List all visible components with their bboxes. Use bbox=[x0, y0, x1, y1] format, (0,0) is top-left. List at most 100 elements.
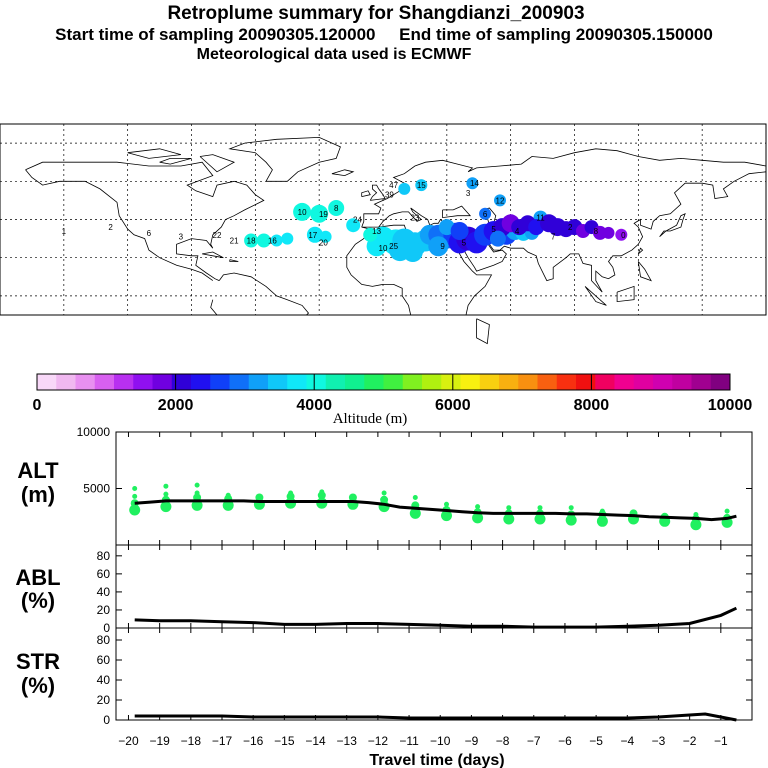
altitude-cluster-point bbox=[596, 515, 608, 527]
chart-title: Retroplume summary for Shangdianzi_20090… bbox=[167, 3, 585, 24]
altitude-cluster-point bbox=[288, 490, 294, 496]
x-tick-label: −12 bbox=[368, 734, 389, 748]
colorbar-segment bbox=[268, 374, 288, 390]
y-tick-label: 80 bbox=[97, 549, 111, 563]
colorbar-segment bbox=[441, 374, 461, 390]
x-tick-label: −9 bbox=[465, 734, 479, 748]
plume-blob bbox=[293, 202, 312, 221]
coastline bbox=[361, 171, 767, 293]
colorbar-segment bbox=[56, 374, 76, 390]
plume-cluster-label: 47 bbox=[389, 181, 398, 190]
plume-blob bbox=[306, 226, 323, 243]
colorbar-segment bbox=[210, 374, 230, 390]
colorbar-segment bbox=[537, 374, 558, 390]
plume-blob bbox=[428, 236, 449, 257]
coastline bbox=[25, 161, 265, 281]
plume-blob bbox=[415, 179, 428, 192]
y-tick-label: 60 bbox=[97, 653, 111, 667]
y-tick-label: 80 bbox=[97, 633, 111, 647]
x-tick-label: −11 bbox=[399, 734, 419, 748]
plume-cluster-label: 19 bbox=[319, 210, 328, 219]
y-tick-label: 40 bbox=[97, 673, 111, 687]
plume-cluster-label: 39 bbox=[385, 191, 394, 200]
plume-cluster-label: 18 bbox=[247, 237, 256, 246]
plume-blob bbox=[319, 230, 332, 243]
plume-cluster-label: 22 bbox=[213, 231, 222, 240]
colorbar-segment bbox=[133, 374, 153, 390]
plume-cluster-label: 21 bbox=[230, 237, 239, 246]
plume-blob bbox=[398, 182, 411, 195]
plume-blob bbox=[615, 228, 628, 241]
plume-cluster-label: 3 bbox=[466, 189, 471, 198]
altitude-cluster-point bbox=[724, 508, 730, 514]
alt-median-line bbox=[134, 499, 737, 522]
panel-frame bbox=[115, 431, 753, 546]
colorbar-segment bbox=[499, 374, 519, 390]
plume-blob bbox=[328, 200, 345, 216]
colorbar-segment bbox=[229, 374, 250, 390]
colorbar-segment bbox=[287, 374, 307, 390]
altitude-cluster-point bbox=[568, 505, 574, 511]
plume-blob bbox=[593, 225, 607, 240]
y-tick-label: 10000 bbox=[77, 425, 111, 439]
altitude-cluster-point bbox=[191, 499, 203, 511]
coastline bbox=[361, 148, 767, 228]
x-tick-label: −19 bbox=[149, 734, 170, 748]
coastline bbox=[210, 299, 218, 316]
x-tick-label: −18 bbox=[181, 734, 202, 748]
plume-cluster-label: 24 bbox=[353, 216, 362, 225]
y-tick-label: 60 bbox=[97, 567, 111, 581]
plume-blob bbox=[363, 227, 378, 242]
plume-cluster-label: 5 bbox=[491, 225, 496, 234]
colorbar-tick-label: 0 bbox=[33, 397, 42, 414]
colorbar-segment bbox=[653, 374, 673, 390]
altitude-colorbar: 0 2000 4000 6000 8000 10000 bbox=[33, 373, 753, 414]
plume-cluster-label: 7 bbox=[551, 233, 556, 242]
x-tick-label: −17 bbox=[212, 734, 233, 748]
coastline bbox=[202, 251, 224, 259]
x-tick-label: −13 bbox=[337, 734, 358, 748]
altitude-cluster-point bbox=[506, 505, 512, 511]
plume-blob bbox=[602, 226, 615, 239]
plume-blob bbox=[310, 204, 329, 223]
colorbar-segment bbox=[248, 374, 269, 390]
plume-blob bbox=[270, 234, 283, 247]
plume-cluster-label: 13 bbox=[372, 227, 381, 236]
colorbar-tick-label: 10000 bbox=[708, 397, 753, 414]
altitude-cluster-point bbox=[472, 512, 484, 524]
coastline bbox=[637, 261, 652, 282]
coastline bbox=[476, 318, 490, 345]
panel-frame bbox=[115, 627, 753, 721]
sampling-time-subtitle: Start time of sampling 20090305.120000 E… bbox=[55, 25, 713, 44]
x-tick-label: −15 bbox=[274, 734, 295, 748]
colorbar-segment bbox=[710, 374, 731, 390]
x-tick-label: −20 bbox=[118, 734, 139, 748]
y-tick-label: 40 bbox=[97, 585, 111, 599]
altitude-cluster-point bbox=[475, 504, 481, 510]
altitude-cluster-point bbox=[222, 499, 234, 511]
x-tick-label: −7 bbox=[527, 734, 541, 748]
plume-cluster-label: 8 bbox=[594, 227, 599, 236]
coastline bbox=[331, 169, 355, 177]
altitude-cluster-point bbox=[129, 504, 141, 516]
coastline bbox=[229, 259, 239, 262]
plume-cluster-label: 0 bbox=[621, 231, 626, 240]
plume-cluster-label: 2 bbox=[568, 223, 573, 232]
plume-cluster-label: 25 bbox=[389, 242, 398, 251]
altitude-cluster-point bbox=[132, 493, 138, 499]
altitude-cluster-point bbox=[132, 486, 138, 491]
altitude-cluster-point bbox=[690, 519, 702, 531]
colorbar-segment bbox=[576, 374, 596, 390]
abl-panel-label: ABL bbox=[15, 565, 60, 590]
altitude-cluster-point bbox=[160, 501, 172, 513]
colorbar-segment bbox=[595, 374, 615, 390]
str-line bbox=[134, 712, 737, 722]
colorbar-tick-label: 8000 bbox=[574, 397, 610, 414]
x-tick-label: −10 bbox=[430, 734, 451, 748]
colorbar-segment bbox=[479, 374, 500, 390]
map-graticule bbox=[0, 124, 767, 315]
altitude-cluster-point bbox=[348, 493, 357, 502]
x-tick-label: −6 bbox=[558, 734, 572, 748]
